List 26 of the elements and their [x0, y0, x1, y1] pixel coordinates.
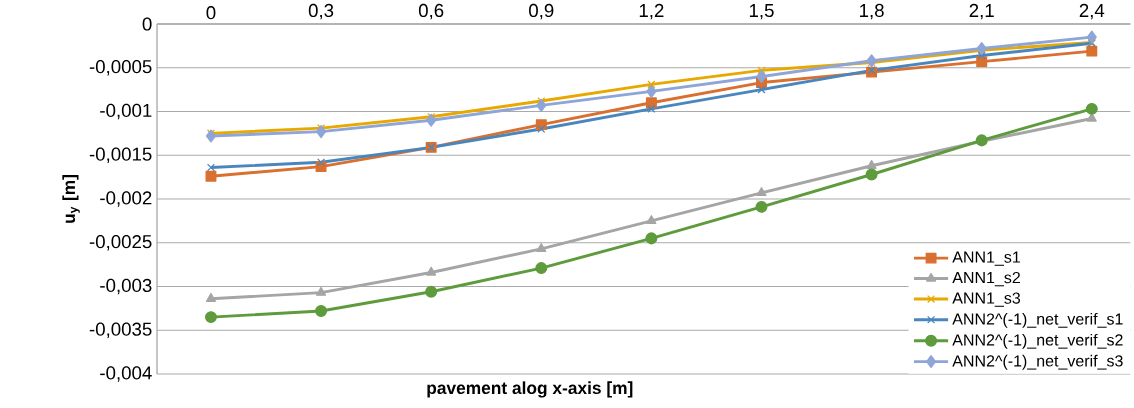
legend-label: ANN1_s1	[952, 251, 1020, 266]
legend-label: ANN2^(-1)_net_verif_s3	[952, 354, 1123, 370]
x-axis-title: pavement alog x-axis [m]	[427, 381, 633, 398]
legend-label: ANN1_s3	[952, 292, 1021, 307]
x-tick-label: 1,8	[860, 3, 884, 20]
y-axis-title: u$_{y}$ [m]	[62, 175, 80, 223]
legend-label: ANN2^(-1)_net_verif_s2	[952, 333, 1123, 349]
y-tick-label: -0,0015	[89, 147, 152, 163]
y-tick-label: -0,004	[100, 366, 152, 382]
y-tick-label: -0,0025	[89, 235, 152, 251]
x-tick-label: 1,5	[749, 4, 774, 20]
x-tick-label: 0	[206, 6, 216, 20]
x-tick-label: 0,9	[529, 3, 554, 20]
x-tick-label: 1,2	[639, 3, 664, 20]
x-tick-label: 0,3	[308, 3, 334, 20]
y-tick-label: -0,001	[100, 103, 152, 120]
y-tick-label: -0,002	[100, 191, 152, 207]
legend-label: ANN1_s2	[952, 271, 1020, 287]
x-tick-label: 2,4	[1079, 3, 1105, 20]
y-tick-label: -0,0005	[89, 60, 152, 76]
legend-label: ANN2^(-1)_net_verif_s1	[952, 312, 1123, 328]
y-tick-label: -0,0035	[89, 322, 152, 338]
y-tick-label: -0,003	[100, 278, 152, 295]
x-tick-label: 0,6	[418, 3, 444, 20]
y-tick-label: 0	[142, 17, 152, 31]
x-tick-label: 2,1	[969, 3, 994, 20]
